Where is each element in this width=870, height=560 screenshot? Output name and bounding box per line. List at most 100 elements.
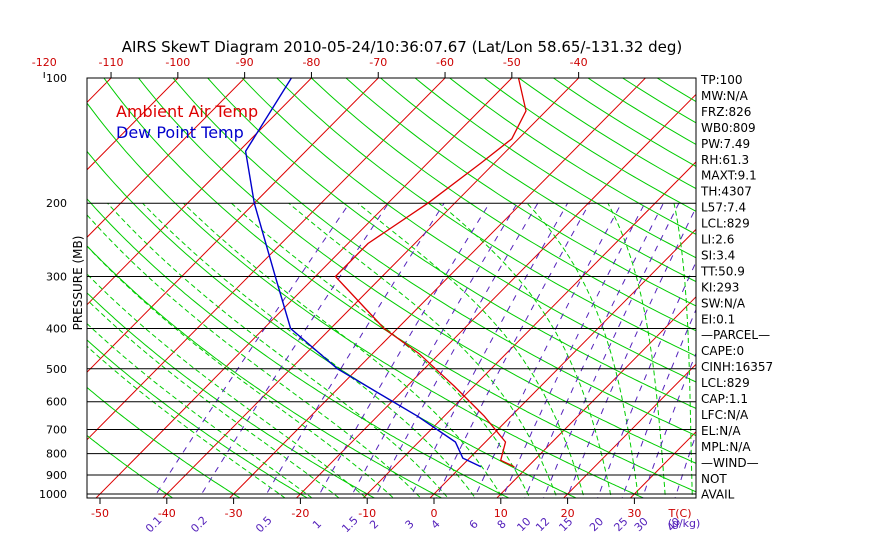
pressure-tick-label: 800 <box>46 448 67 461</box>
bottom-tick-label: 20 <box>561 507 575 520</box>
mixing-ratio-line <box>349 202 518 498</box>
mixing-ratio-line <box>641 352 696 498</box>
mixing-ratio-line <box>263 202 445 498</box>
top-tick-label: -90 <box>236 56 254 69</box>
pressure-tick-labels: 100 200 300 400 500 600 700 800 900 1000 <box>39 72 67 501</box>
index-item: RH:61.3 <box>701 153 749 167</box>
index-item: WB0:809 <box>701 121 756 135</box>
dry-adiabat-line <box>379 78 696 283</box>
mixing-ratio-tick-label: 3 <box>403 517 417 531</box>
mixing-ratio-line <box>435 202 590 498</box>
dry-adiabat-line <box>87 292 376 498</box>
mixing-ratio-tick-label: 6 <box>467 517 481 531</box>
bottom-tick-label: -50 <box>91 507 109 520</box>
index-item: KI:293 <box>701 280 739 294</box>
mixing-ratio-tick-label: 20 <box>587 515 606 534</box>
top-tick-label: -60 <box>436 56 454 69</box>
moist-adiabat-line <box>673 203 693 498</box>
index-item: AVAIL <box>701 488 735 502</box>
pressure-tick-label: 700 <box>46 424 67 437</box>
dry-adiabat-line <box>137 78 696 464</box>
pressure-tick-label: 1000 <box>39 488 67 501</box>
top-temp-ticks: -120 -110 -100 -90 -80 -70 -60 -50 -40 <box>32 56 588 78</box>
pressure-tick-label: 400 <box>46 322 67 335</box>
index-item: TH:4307 <box>700 185 752 199</box>
moist-adiabat-line <box>87 214 422 498</box>
mixing-ratio-line <box>409 202 569 498</box>
index-item: MAXT:9.1 <box>701 169 757 183</box>
index-item: LCL:829 <box>701 376 750 390</box>
index-item: LCL:829 <box>701 217 750 231</box>
mixing-ratio-tick-label: 4 <box>429 517 443 531</box>
isotherm-line <box>429 228 696 498</box>
index-item: PW:7.49 <box>701 137 750 151</box>
index-item: CINH:16357 <box>701 360 773 374</box>
dry-adiabat-line <box>172 78 696 437</box>
mixing-unit-label: (g/kg) <box>668 517 701 530</box>
top-tick-label: -80 <box>302 56 320 69</box>
mixing-ratio-line <box>566 206 696 498</box>
mixing-ratio-line <box>597 260 696 498</box>
index-item: EL:N/A <box>701 424 741 438</box>
dry-adiabat-line <box>87 198 510 498</box>
isotherm-line <box>562 363 696 498</box>
dry-adiabat-line <box>518 78 696 190</box>
mixing-ratio-line <box>621 308 696 498</box>
mixing-ratio-tick-label: 0.5 <box>253 514 275 536</box>
index-item: EI:0.1 <box>701 312 735 326</box>
isotherm-line <box>496 296 696 498</box>
mixing-ratio-line <box>674 433 696 498</box>
moist-adiabat-lines <box>87 202 693 498</box>
bottom-temp-ticks: -50 -40 -30 -20 -10 0 10 20 30 <box>91 498 641 520</box>
dry-adiabat-line <box>276 78 696 357</box>
pressure-tick-label: 500 <box>46 363 67 376</box>
moist-adiabat-line <box>87 273 367 498</box>
dry-adiabat-line <box>241 78 696 383</box>
dry-adiabat-line <box>103 78 696 493</box>
index-item: MW:N/A <box>701 89 749 103</box>
ambient-air-temp-line <box>334 78 527 468</box>
top-tick-label: -110 <box>99 56 124 69</box>
dry-adiabat-line <box>310 78 696 332</box>
bottom-tick-label: -40 <box>158 507 176 520</box>
moist-adiabat-line <box>142 202 476 498</box>
top-tick-label: -70 <box>369 56 387 69</box>
moist-adiabat-line <box>107 202 449 498</box>
index-item: CAPE:0 <box>701 344 744 358</box>
index-item: —PARCEL— <box>701 328 770 342</box>
isotherm-line <box>295 93 696 498</box>
isotherm-line <box>362 161 696 498</box>
legend-ambient-air-temp: Ambient Air Temp <box>116 102 258 121</box>
index-item: NOT <box>701 472 727 486</box>
moist-adiabat-line <box>357 202 585 498</box>
bottom-tick-label: -30 <box>225 507 243 520</box>
profile-lines <box>244 78 527 468</box>
plot-frame <box>86 77 697 499</box>
index-item: FRZ:826 <box>701 105 751 119</box>
mixing-ratio-line <box>316 202 490 498</box>
mixing-ratio-line <box>198 202 389 498</box>
index-item: TT:50.9 <box>700 264 745 278</box>
moist-adiabat-line <box>87 345 286 498</box>
pressure-tick-label: 100 <box>46 72 67 85</box>
index-item: CAP:1.1 <box>701 392 748 406</box>
isotherm-line <box>228 78 647 498</box>
dry-adiabat-line <box>207 78 696 409</box>
dry-adiabat-line <box>87 102 645 498</box>
mixing-ratio-line <box>542 202 680 498</box>
mixing-ratio-line <box>524 202 664 498</box>
index-item: TP:100 <box>700 73 743 87</box>
pressure-tick-label: 600 <box>46 396 67 409</box>
mixing-ratio-tick-label: 0.2 <box>188 514 210 536</box>
y-axis-label: PRESSURE (MB) <box>71 236 85 331</box>
dry-adiabat-line <box>345 78 696 307</box>
dry-adiabat-line <box>87 434 174 498</box>
legend-dew-point-temp: Dew Point Temp <box>116 123 244 142</box>
top-tick-label: -40 <box>570 56 588 69</box>
pressure-tick-label: 300 <box>46 270 67 283</box>
mixing-ratio-tick-label: 12 <box>533 515 552 534</box>
isotherm-line <box>759 59 870 503</box>
moist-adiabat-line <box>526 202 639 498</box>
isotherm-line <box>826 59 870 503</box>
